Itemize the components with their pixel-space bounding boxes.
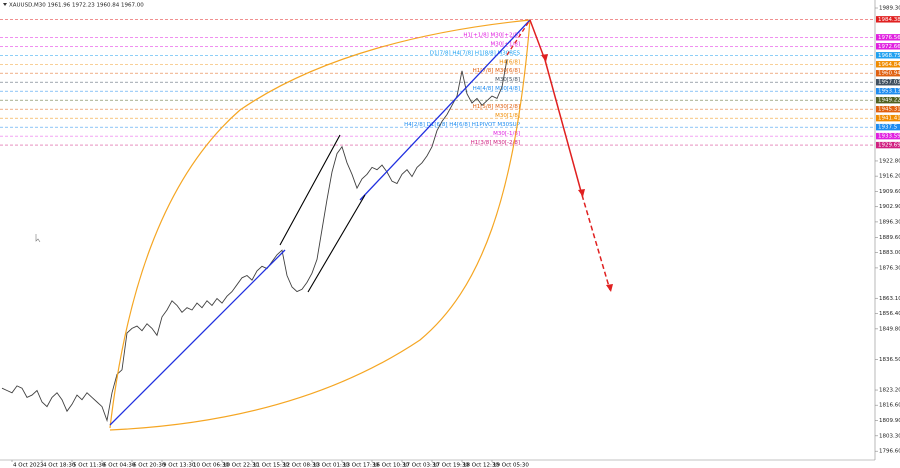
price-line bbox=[1, 59, 508, 423]
y-tick-label: 1896.30 bbox=[879, 219, 900, 225]
level-annotation: H1[5/8] M30[2/8] bbox=[473, 104, 520, 110]
y-tick-label: 1803.30 bbox=[879, 433, 900, 439]
x-tick-label: 5 Oct 11:30 bbox=[73, 463, 106, 468]
level-label: 1937.5 bbox=[878, 125, 898, 131]
level-annotation: H4[4/8] M30[4/8] bbox=[473, 86, 520, 92]
y-tick-label: 1863.10 bbox=[879, 296, 900, 302]
level-label-box bbox=[876, 132, 900, 140]
level-label: 1984.38 bbox=[878, 17, 900, 23]
level-label: 1957.03 bbox=[878, 80, 900, 86]
x-tick-label: 19 Oct 05:30 bbox=[493, 463, 529, 468]
y-tick-label: 1922.80 bbox=[879, 158, 900, 164]
level-label: 1976.56 bbox=[878, 35, 900, 41]
level-label: 1972.66 bbox=[878, 44, 900, 50]
arc-upper bbox=[109, 19, 531, 429]
symbol-icon bbox=[3, 3, 7, 6]
level-label: 1953.13 bbox=[878, 89, 900, 95]
level-label-box bbox=[876, 123, 900, 131]
level-annotation: H1[7/8] M30[6/8] bbox=[473, 68, 520, 74]
level-annotation: H1[+1/8] M30[+2/8] bbox=[463, 32, 520, 38]
level-label: 1968.75 bbox=[878, 53, 900, 59]
x-tick-label: 12 Oct 08:30 bbox=[283, 463, 319, 468]
level-label-box bbox=[876, 70, 900, 77]
x-tick-label: 13 Oct 01:30 bbox=[313, 463, 349, 468]
level-label-box bbox=[876, 114, 900, 122]
level-label: 1964.84 bbox=[878, 62, 900, 68]
level-label: 1933.59 bbox=[878, 134, 900, 140]
y-tick-label: 1809.90 bbox=[879, 418, 900, 424]
level-label-box bbox=[876, 79, 900, 86]
x-tick-label: 11 Oct 15:30 bbox=[253, 463, 289, 468]
arrow-head bbox=[606, 284, 613, 292]
level-label-box bbox=[876, 141, 900, 149]
trend-line bbox=[359, 19, 531, 201]
y-tick-label: 1856.40 bbox=[879, 311, 900, 317]
y-tick-label: 1883.00 bbox=[879, 250, 900, 256]
drawings bbox=[35, 19, 613, 431]
chart-title: XAUUSD,M30 1961.96 1972.23 1960.84 1967.… bbox=[9, 3, 144, 9]
y-tick-label: 1989.30 bbox=[879, 6, 900, 12]
x-tick-label: 6 Oct 20:30 bbox=[133, 463, 166, 468]
x-tick-label: 18 Oct 12:30 bbox=[463, 463, 499, 468]
channel-line bbox=[279, 134, 341, 246]
forecast-line bbox=[529, 19, 546, 61]
y-tick-label: 1889.60 bbox=[879, 235, 900, 241]
forecast-dashed bbox=[581, 194, 611, 291]
x-tick-label: 16 Oct 10:30 bbox=[373, 463, 409, 468]
level-label: 1929.69 bbox=[878, 143, 900, 149]
x-tick-label: 17 Oct 03:30 bbox=[403, 463, 439, 468]
level-label-box bbox=[876, 43, 900, 50]
channel-line bbox=[307, 194, 366, 293]
level-label: 1949.22 bbox=[878, 98, 900, 104]
level-label-box bbox=[876, 34, 900, 41]
x-tick-label: 4 Oct 2023 bbox=[13, 463, 44, 468]
level-annotation: M30[+1/8] bbox=[491, 41, 521, 47]
cursor bbox=[35, 234, 41, 243]
level-annotation: H4[2/8] D1[6/8] H4[6/8] H1PIVOT M30SUP bbox=[404, 122, 521, 128]
level-annotation: M30[-1/8] bbox=[493, 131, 520, 137]
x-tick-label: 17 Oct 19:30 bbox=[433, 463, 469, 468]
y-tick-label: 1916.20 bbox=[879, 174, 900, 180]
level-annotation: D1[7/8] H4[7/8] H1[8/8] M30RES bbox=[430, 50, 521, 56]
level-annotation: H1[3/8] M30[-2/8] bbox=[471, 140, 520, 146]
level-annotation: H4[6/8] bbox=[499, 59, 520, 65]
trend-line bbox=[109, 249, 286, 426]
x-tick-label: 9 Oct 13:30 bbox=[163, 463, 196, 468]
y-tick-label: 1876.30 bbox=[879, 265, 900, 271]
level-label-box bbox=[876, 87, 900, 95]
x-tick-label: 10 Oct 06:30 bbox=[193, 463, 229, 468]
x-tick-label: 4 Oct 18:30 bbox=[43, 463, 76, 468]
level-label-box bbox=[876, 52, 900, 59]
arrow-head bbox=[578, 189, 585, 197]
level-annotation: M30[1/8] bbox=[495, 113, 520, 119]
level-label: 1941.41 bbox=[878, 116, 900, 122]
level-label: 1945.31 bbox=[878, 107, 900, 113]
level-label-box bbox=[876, 105, 900, 113]
level-label-box bbox=[876, 16, 900, 23]
levels: 1984.38 1976.56 H1[+1/8] M30[+2/8] 1972.66 M… bbox=[0, 16, 900, 149]
x-tick-label: 6 Oct 04:30 bbox=[103, 463, 136, 468]
level-label-box bbox=[876, 96, 900, 104]
y-tick-label: 1816.60 bbox=[879, 403, 900, 409]
y-tick-label: 1849.80 bbox=[879, 326, 900, 332]
x-tick-label: 10 Oct 22:30 bbox=[223, 463, 259, 468]
y-tick-label: 1836.50 bbox=[879, 357, 900, 363]
forecast-line bbox=[544, 59, 583, 196]
level-label-box bbox=[876, 61, 900, 68]
x-tick-label: 13 Oct 17:30 bbox=[343, 463, 379, 468]
y-tick-label: 1796.60 bbox=[879, 449, 900, 455]
level-annotation: M30[5/8] bbox=[495, 77, 520, 83]
y-tick-label: 1823.20 bbox=[879, 388, 900, 394]
level-label: 1960.94 bbox=[878, 71, 900, 77]
y-tick-label: 1902.90 bbox=[879, 204, 900, 210]
arrow-head bbox=[541, 54, 548, 62]
arc-lower bbox=[109, 19, 531, 431]
y-tick-label: 1909.60 bbox=[879, 189, 900, 195]
